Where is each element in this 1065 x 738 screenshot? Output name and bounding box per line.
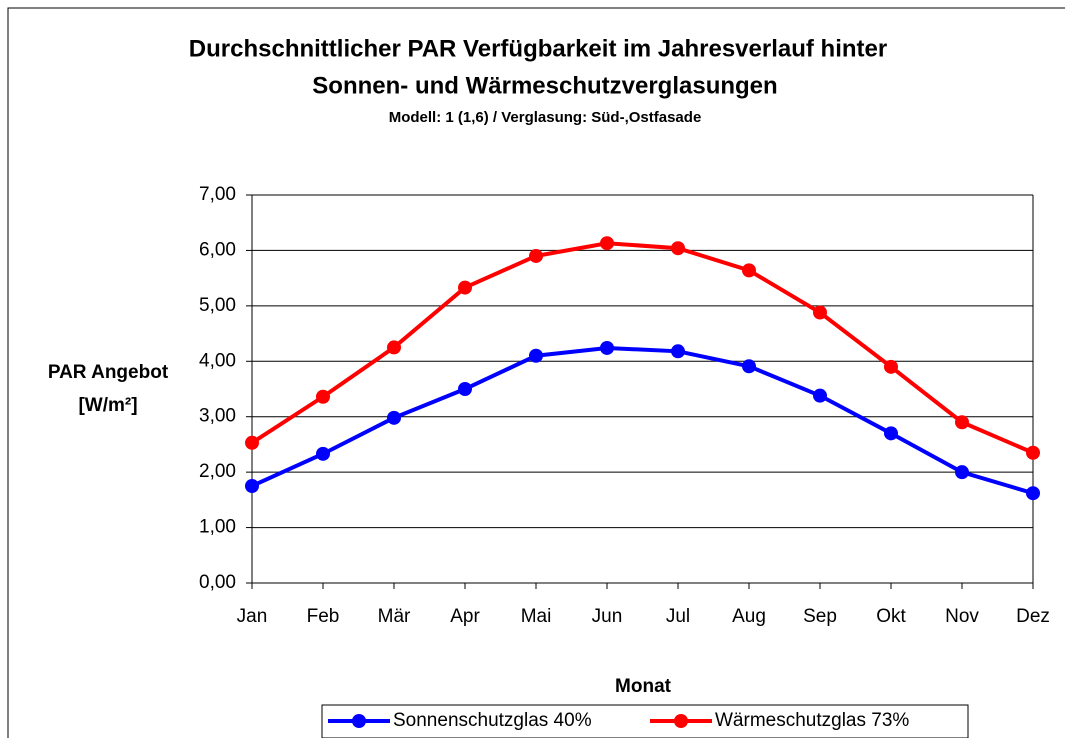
data-point (1026, 445, 1040, 460)
y-tick-label: 2,00 (199, 461, 236, 482)
data-point (813, 305, 827, 320)
legend-marker (674, 714, 688, 728)
data-point (671, 241, 685, 256)
data-point (387, 410, 401, 425)
legend-label: Wärmeschutzglas 73% (715, 710, 909, 731)
y-tick-label: 5,00 (199, 295, 236, 316)
data-point (955, 465, 969, 480)
x-tick-label: Jun (592, 606, 623, 627)
data-point (600, 340, 614, 355)
data-point (458, 382, 472, 396)
chart-subtitle: Modell: 1 (1,6) / Verglasung: Süd-,Ostfa… (389, 109, 702, 126)
x-axis-label: Monat (615, 676, 672, 697)
data-point (458, 280, 472, 295)
series-line (251, 345, 1034, 496)
x-tick-label: Okt (876, 606, 906, 627)
y-tick-label: 3,00 (199, 406, 236, 427)
data-point (529, 248, 543, 263)
x-tick-label: Dez (1016, 606, 1050, 627)
data-point (529, 348, 543, 363)
y-tick-label: 7,00 (199, 184, 236, 205)
x-tick-label: Feb (307, 606, 340, 627)
y-axis-label: PAR Angebot (48, 362, 169, 383)
x-tick-label: Nov (945, 606, 979, 627)
chart-frame (7, 7, 1065, 738)
data-point (742, 263, 756, 278)
x-tick-label: Mär (378, 606, 411, 627)
legend-label: Sonnenschutzglas 40% (393, 710, 592, 731)
data-point (884, 426, 898, 441)
data-point (955, 415, 969, 430)
x-tick-label: Apr (450, 606, 480, 627)
data-point (1026, 486, 1040, 501)
x-tick-label: Sep (803, 606, 837, 627)
legend (321, 704, 969, 738)
series-line (250, 241, 1034, 455)
legend-marker (352, 714, 366, 728)
data-point (316, 389, 330, 404)
chart-title: Sonnen- und Wärmeschutzverglasungen (312, 72, 777, 99)
y-tick-label: 4,00 (199, 350, 236, 371)
x-tick-label: Aug (732, 606, 766, 627)
data-point (671, 344, 685, 359)
data-point (742, 359, 756, 374)
data-point (600, 236, 614, 251)
y-tick-label: 6,00 (199, 239, 236, 260)
data-point (387, 340, 401, 355)
data-point (813, 388, 827, 403)
data-point (884, 359, 898, 374)
data-point (245, 479, 259, 493)
chart-title: Durchschnittlicher PAR Verfügbarkeit im … (189, 35, 887, 62)
x-tick-label: Mai (521, 606, 552, 627)
data-point (245, 435, 259, 450)
data-point (316, 446, 330, 461)
x-tick-label: Jul (666, 606, 690, 627)
x-tick-label: Jan (237, 606, 268, 627)
y-tick-label: 1,00 (199, 517, 236, 538)
y-tick-label: 0,00 (199, 572, 236, 593)
y-axis-label: [W/m²] (78, 395, 137, 416)
